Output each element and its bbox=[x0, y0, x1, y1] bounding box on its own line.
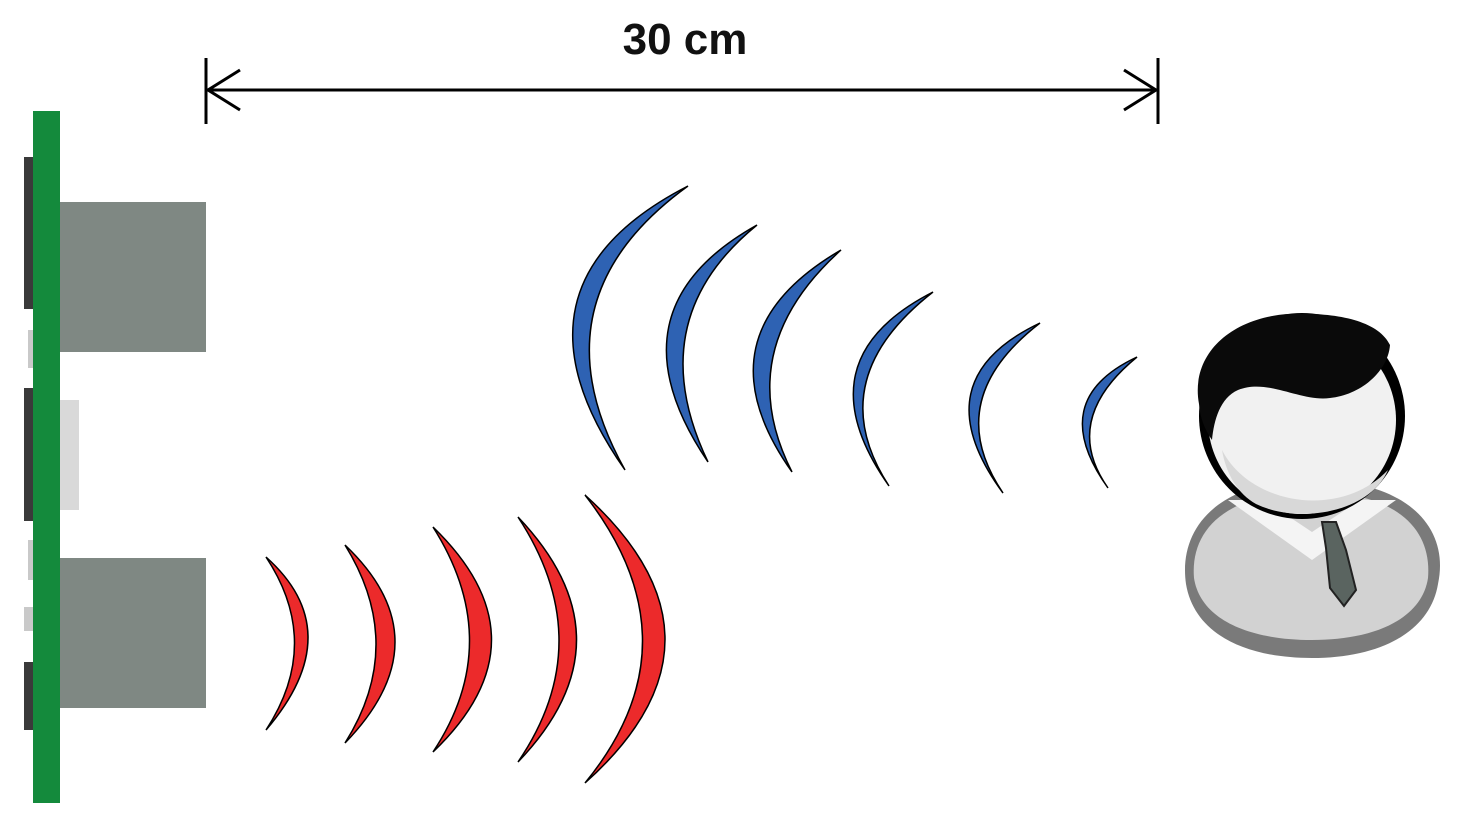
person-shirt bbox=[1228, 500, 1396, 560]
reflected-wave-3 bbox=[752, 249, 842, 473]
distance-dimension bbox=[204, 58, 1160, 124]
ultrasonic-sensor-icon bbox=[24, 111, 206, 803]
reflected-wave-4 bbox=[852, 291, 934, 487]
emitted-sound-wave-icon bbox=[265, 494, 666, 784]
emitted-wave-5 bbox=[584, 494, 666, 784]
person-body-light bbox=[1193, 492, 1429, 640]
reflected-wave-1 bbox=[571, 185, 689, 471]
sensor-pad-upper bbox=[28, 330, 36, 368]
dimension-left-arrowhead bbox=[205, 68, 241, 112]
person-icon bbox=[1185, 313, 1440, 658]
person-face-shade bbox=[1222, 450, 1388, 514]
sensor-pcb bbox=[33, 111, 60, 803]
sensor-transducer-receiver bbox=[60, 202, 206, 352]
distance-label: 30 cm bbox=[622, 15, 748, 64]
emitted-wave-3 bbox=[432, 526, 493, 753]
emitted-wave-2 bbox=[344, 544, 396, 744]
person-tie bbox=[1320, 521, 1358, 608]
sensor-crystal bbox=[60, 400, 79, 510]
emitted-wave-1 bbox=[265, 556, 309, 731]
emitted-wave-4 bbox=[517, 516, 578, 763]
person-hair bbox=[1197, 313, 1390, 440]
dimension-right-arrowhead bbox=[1123, 68, 1159, 112]
reflected-wave-6 bbox=[1081, 356, 1138, 489]
sensor-pad-middle bbox=[28, 540, 36, 580]
reflected-wave-5 bbox=[968, 322, 1041, 494]
reflected-wave-2 bbox=[665, 224, 758, 463]
reflected-echo-wave-icon bbox=[571, 185, 1138, 494]
sensor-transducer-emitter bbox=[60, 558, 206, 708]
